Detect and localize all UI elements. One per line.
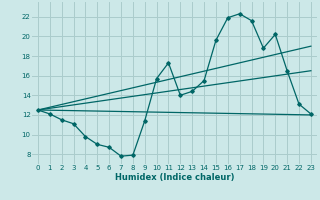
X-axis label: Humidex (Indice chaleur): Humidex (Indice chaleur) <box>115 173 234 182</box>
